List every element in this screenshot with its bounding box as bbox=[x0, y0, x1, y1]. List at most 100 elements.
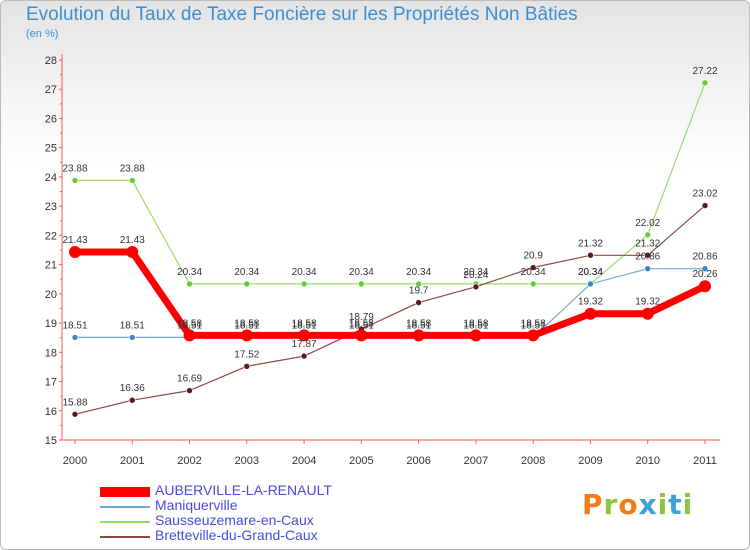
y-tick-label: 19 bbox=[45, 318, 57, 330]
data-point-maniquerville bbox=[128, 334, 136, 341]
data-label-maniquerville: 18.51 bbox=[62, 320, 87, 331]
data-label-bretteville-du-grand-caux: 18.79 bbox=[349, 312, 374, 323]
data-point-sausseuzemare-en-caux bbox=[358, 280, 365, 288]
legend-swatch bbox=[100, 521, 150, 523]
data-point-sausseuzemare-en-caux bbox=[529, 280, 537, 288]
y-axis-unit: (en %) bbox=[26, 28, 59, 40]
logo-letter: r bbox=[603, 488, 619, 521]
data-label-sausseuzemare-en-caux: 20.34 bbox=[177, 267, 202, 278]
data-point-sausseuzemare-en-caux bbox=[644, 231, 652, 239]
data-point-auberville-la-renault bbox=[126, 246, 139, 259]
data-label-maniquerville: 18.51 bbox=[292, 320, 317, 331]
data-label-bretteville-du-grand-caux: 20.9 bbox=[523, 251, 543, 262]
data-point-sausseuzemare-en-caux bbox=[186, 280, 193, 288]
y-tick-label: 15 bbox=[45, 435, 57, 447]
data-label-bretteville-du-grand-caux: 20.24 bbox=[463, 270, 488, 281]
data-point-maniquerville bbox=[644, 265, 652, 273]
data-point-auberville-la-renault bbox=[469, 329, 482, 342]
data-label-bretteville-du-grand-caux: 19.7 bbox=[409, 286, 429, 297]
logo-letter: o bbox=[618, 488, 639, 521]
x-tick-label: 2008 bbox=[521, 455, 545, 467]
data-point-bretteville-du-grand-caux bbox=[644, 251, 652, 259]
data-label-sausseuzemare-en-caux: 27.22 bbox=[692, 66, 717, 77]
data-label-sausseuzemare-en-caux: 23.88 bbox=[62, 163, 87, 174]
logo-letter: t bbox=[668, 488, 683, 521]
y-tick-label: 24 bbox=[45, 172, 57, 184]
data-label-maniquerville: 18.51 bbox=[463, 320, 488, 331]
legend-swatch bbox=[100, 536, 150, 538]
data-label-bretteville-du-grand-caux: 21.32 bbox=[635, 238, 660, 249]
legend-label: Bretteville-du-Grand-Caux bbox=[155, 527, 318, 543]
data-point-bretteville-du-grand-caux bbox=[300, 352, 308, 360]
y-tick-label: 27 bbox=[45, 84, 57, 96]
data-point-auberville-la-renault bbox=[240, 329, 253, 342]
y-tick-label: 16 bbox=[45, 406, 57, 418]
data-label-maniquerville: 18.51 bbox=[234, 320, 259, 331]
data-label-sausseuzemare-en-caux: 20.34 bbox=[463, 267, 488, 278]
data-point-maniquerville bbox=[701, 265, 709, 273]
y-tick-label: 25 bbox=[45, 143, 57, 155]
data-point-sausseuzemare-en-caux bbox=[300, 280, 308, 288]
data-label-maniquerville: 20.86 bbox=[692, 252, 717, 263]
x-tick-label: 2003 bbox=[235, 455, 259, 467]
legend-swatch bbox=[100, 506, 150, 508]
point-labels: 23.88 23.88 20.34 20.34 20.34 20.34 20.34 20.34… bbox=[62, 66, 717, 408]
data-point-bretteville-du-grand-caux bbox=[415, 299, 422, 306]
data-point-maniquerville bbox=[587, 280, 594, 288]
axes: 15 16 17 18 19 20 21 22 23 24 25 26 27 28 2000 2001 2002… bbox=[45, 54, 720, 467]
data-point-auberville-la-renault bbox=[584, 307, 597, 320]
data-label-sausseuzemare-en-caux: 22.02 bbox=[635, 218, 660, 229]
data-point-bretteville-du-grand-caux bbox=[186, 387, 193, 394]
data-label-bretteville-du-grand-caux: 17.52 bbox=[234, 349, 259, 360]
x-tick-label: 2000 bbox=[63, 455, 87, 467]
y-tick-label: 28 bbox=[45, 55, 57, 67]
data-point-auberville-la-renault bbox=[183, 329, 196, 342]
data-label-sausseuzemare-en-caux: 23.88 bbox=[120, 163, 145, 174]
x-tick-label: 2001 bbox=[120, 455, 144, 467]
proxiti-logo: Proxiti bbox=[582, 488, 693, 521]
data-label-auberville-la-renault: 18.58 bbox=[406, 318, 431, 329]
data-label-bretteville-du-grand-caux: 17.87 bbox=[292, 339, 317, 350]
data-label-sausseuzemare-en-caux: 20.34 bbox=[578, 267, 603, 278]
data-point-sausseuzemare-en-caux bbox=[701, 79, 709, 87]
x-tick-label: 2010 bbox=[635, 455, 659, 467]
logo-letter: x bbox=[638, 488, 658, 521]
data-label-sausseuzemare-en-caux: 20.34 bbox=[406, 267, 431, 278]
data-label-auberville-la-renault: 18.58 bbox=[521, 318, 546, 329]
y-tick-label: 21 bbox=[45, 260, 57, 272]
logo-letter: i bbox=[682, 488, 694, 521]
data-label-auberville-la-renault: 18.58 bbox=[463, 318, 488, 329]
legend-label: Maniquerville bbox=[155, 497, 238, 513]
data-label-maniquerville: 18.51 bbox=[349, 320, 374, 331]
data-label-sausseuzemare-en-caux: 20.34 bbox=[292, 267, 317, 278]
data-label-sausseuzemare-en-caux: 20.34 bbox=[234, 267, 259, 278]
x-tick-label: 2004 bbox=[292, 455, 316, 467]
data-label-auberville-la-renault: 18.58 bbox=[234, 318, 259, 329]
data-point-auberville-la-renault bbox=[69, 246, 81, 259]
y-tick-label: 20 bbox=[45, 289, 57, 301]
data-label-sausseuzemare-en-caux: 20.34 bbox=[349, 267, 374, 278]
data-point-maniquerville bbox=[71, 334, 79, 341]
x-tick-label: 2006 bbox=[406, 455, 430, 467]
series-lines bbox=[74, 82, 707, 415]
series-line-sausseuzemare-en-caux bbox=[75, 82, 706, 285]
legend-swatch bbox=[100, 487, 150, 497]
data-point-bretteville-du-grand-caux bbox=[472, 283, 480, 291]
data-point-sausseuzemare-en-caux bbox=[128, 177, 136, 184]
data-point-bretteville-du-grand-caux bbox=[587, 251, 594, 259]
data-point-sausseuzemare-en-caux bbox=[71, 177, 79, 184]
legend-label: AUBERVILLE-LA-RENAULT bbox=[155, 482, 332, 498]
data-point-sausseuzemare-en-caux bbox=[415, 280, 422, 288]
data-point-auberville-la-renault bbox=[699, 280, 711, 293]
x-tick-label: 2002 bbox=[177, 455, 201, 467]
y-tick-label: 17 bbox=[45, 377, 57, 389]
y-tick-label: 18 bbox=[45, 347, 57, 359]
x-tick-label: 2005 bbox=[349, 455, 373, 467]
data-point-auberville-la-renault bbox=[527, 329, 540, 342]
data-label-maniquerville: 18.51 bbox=[177, 320, 202, 331]
data-label-auberville-la-renault: 18.58 bbox=[292, 318, 317, 329]
data-label-auberville-la-renault: 19.32 bbox=[578, 297, 603, 308]
chart-title: Evolution du Taux de Taxe Foncière sur l… bbox=[26, 4, 578, 25]
logo-letter: i bbox=[657, 488, 669, 521]
data-label-bretteville-du-grand-caux: 23.02 bbox=[692, 189, 717, 200]
